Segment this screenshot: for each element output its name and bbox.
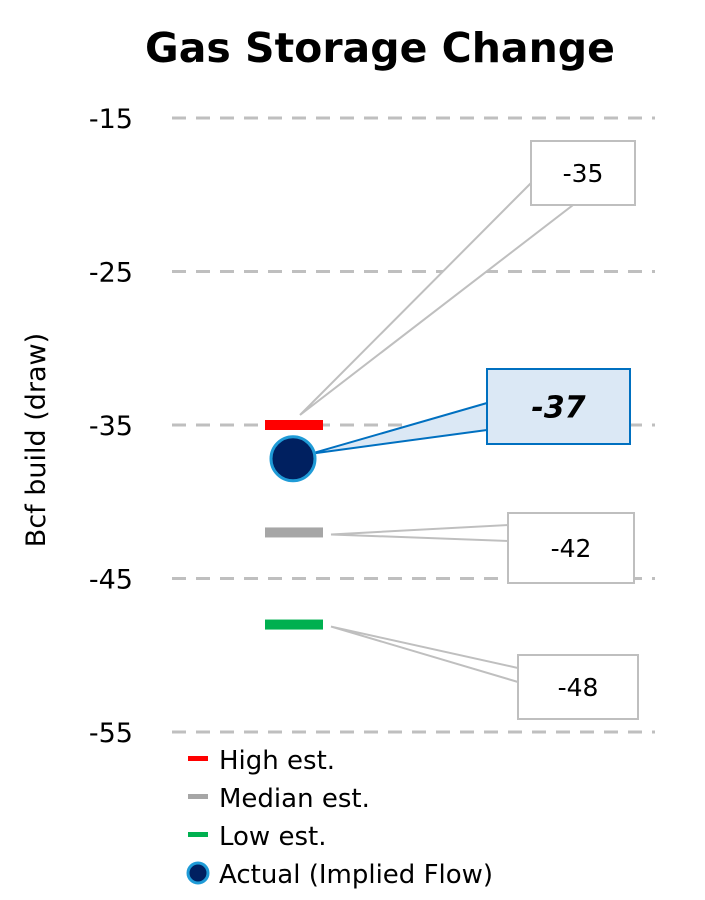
y-tick-label: -15 — [89, 104, 133, 135]
data-label: -48 — [558, 673, 599, 702]
legend: High est. Median est. Low est. Actual (Impl… — [186, 746, 493, 890]
legend-label: Low est. — [219, 822, 326, 852]
legend-swatch — [186, 861, 210, 885]
y-tick-label: -45 — [89, 565, 133, 596]
estimate-mark — [265, 527, 323, 538]
data-label: -35 — [563, 159, 604, 188]
legend-swatch — [188, 832, 208, 837]
data-marks — [265, 420, 323, 630]
callout-pointer — [330, 625, 519, 684]
estimate-mark — [265, 420, 323, 430]
legend-swatch — [188, 756, 208, 761]
legend-label: Median est. — [219, 784, 370, 814]
data-label: -42 — [551, 534, 592, 563]
actual-point — [269, 435, 317, 483]
legend-label: Actual (Implied Flow) — [219, 860, 493, 890]
callout-pointer — [310, 401, 488, 455]
y-axis-label: Bcf build (draw) — [21, 333, 52, 547]
estimate-mark — [265, 619, 323, 630]
y-tick-labels: -15 -25 -35 -45 -55 — [89, 104, 133, 749]
chart-title: Gas Storage Change — [145, 24, 615, 72]
y-tick-label: -35 — [89, 411, 133, 442]
data-label: -37 — [531, 391, 585, 426]
legend-label: High est. — [219, 746, 335, 776]
callout-box — [507, 512, 635, 584]
callout-box — [517, 654, 639, 720]
legend-swatch — [188, 794, 208, 799]
y-tick-label: -55 — [89, 718, 133, 749]
callout-pointer — [330, 523, 509, 543]
data-callouts: -35 -42 -48 -37 — [299, 140, 639, 720]
callout-box — [530, 140, 636, 206]
y-tick-label: -25 — [89, 258, 133, 289]
callout-box — [486, 368, 631, 445]
